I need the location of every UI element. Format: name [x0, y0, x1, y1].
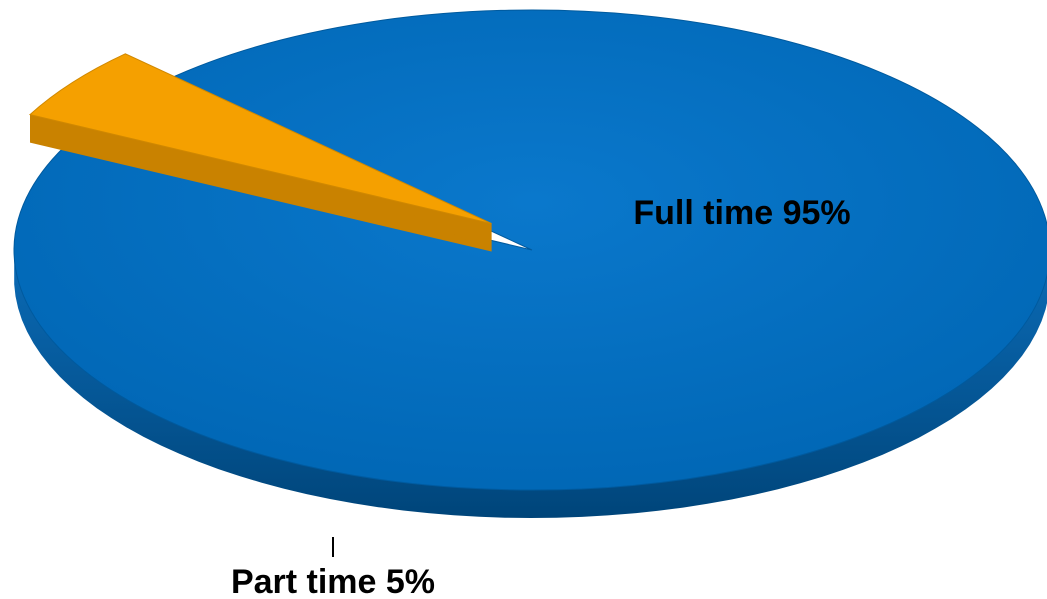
data-label-part-time: Part time 5% [231, 563, 435, 599]
data-label-full-time: Full time 95% [633, 194, 850, 232]
pie-slice-part-time [28, 53, 492, 225]
pie-slice-wall-0 [30, 114, 492, 252]
pie-slice-full-time [13, 9, 1047, 491]
